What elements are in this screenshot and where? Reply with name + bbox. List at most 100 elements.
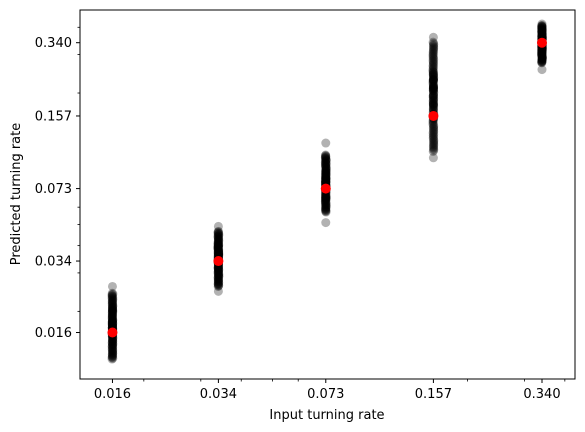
prediction-point	[321, 158, 331, 168]
prediction-point	[107, 353, 117, 363]
prediction-point	[107, 297, 117, 307]
prediction-point	[321, 201, 331, 211]
prediction-point	[321, 174, 331, 184]
prediction-point	[321, 150, 331, 160]
x-tick-label: 0.073	[307, 387, 344, 402]
prediction-point	[108, 289, 118, 299]
prediction-point	[320, 199, 330, 209]
prediction-point	[537, 52, 547, 62]
x-axis-ticks: 0.016 0.034 0.073 0.157 0.340	[94, 379, 566, 402]
prediction-point	[107, 307, 117, 317]
prediction-point	[321, 162, 331, 172]
prediction-point	[320, 195, 330, 205]
prediction-point	[107, 303, 117, 313]
prediction-point	[537, 49, 547, 59]
prediction-point	[320, 151, 330, 161]
prediction-point	[108, 298, 118, 308]
prediction-point	[537, 55, 547, 65]
prediction-point	[321, 194, 331, 204]
prediction-point	[537, 21, 547, 31]
prediction-point	[107, 293, 117, 303]
prediction-point	[321, 175, 331, 185]
prediction-point	[537, 57, 547, 67]
prediction-point	[321, 203, 331, 213]
prediction-point	[107, 317, 117, 327]
prediction-point	[108, 341, 118, 351]
prediction-point	[537, 45, 547, 55]
prediction-point	[213, 244, 223, 254]
prediction-point	[537, 56, 547, 66]
prediction-point	[107, 350, 117, 360]
prediction-point	[213, 273, 223, 283]
prediction-point	[213, 270, 223, 280]
prediction-point	[537, 48, 547, 58]
prediction-point	[107, 290, 117, 300]
prediction-point	[537, 47, 547, 57]
prediction-point	[321, 205, 331, 215]
prediction-point	[321, 173, 331, 183]
prediction-point	[321, 201, 331, 211]
prediction-point	[537, 45, 547, 55]
prediction-point	[108, 345, 118, 355]
prediction-point	[429, 42, 439, 52]
prediction-point	[214, 238, 224, 248]
prediction-point	[428, 103, 438, 113]
prediction-point	[107, 321, 117, 331]
prediction-point	[213, 266, 223, 276]
prediction-point	[321, 200, 331, 210]
prediction-point	[107, 299, 117, 309]
prediction-point	[428, 85, 438, 95]
prediction-point	[213, 241, 223, 251]
prediction-point	[107, 306, 117, 316]
prediction-point	[213, 242, 223, 252]
prediction-point	[214, 245, 224, 255]
prediction-point	[213, 279, 223, 289]
prediction-point	[213, 237, 223, 247]
prediction-point	[213, 245, 223, 255]
prediction-point	[428, 96, 438, 106]
prediction-point	[321, 194, 331, 204]
prediction-point	[214, 280, 224, 290]
prediction-point	[107, 314, 117, 324]
prediction-point	[213, 235, 223, 245]
prediction-point	[108, 348, 118, 358]
prediction-point	[428, 99, 438, 109]
prediction-point	[537, 24, 547, 34]
prediction-point	[428, 86, 438, 96]
prediction-point	[213, 229, 223, 239]
prediction-point	[107, 344, 117, 354]
prediction-point	[321, 174, 331, 184]
prediction-point	[108, 308, 118, 318]
prediction-point	[429, 95, 439, 105]
prediction-point	[321, 159, 331, 169]
prediction-point	[107, 316, 117, 326]
prediction-point	[321, 169, 331, 179]
prediction-point	[537, 50, 547, 60]
y-axis-ticks: 0.016 0.034 0.073 0.157 0.340	[35, 26, 80, 341]
prediction-point	[320, 197, 330, 207]
prediction-outlier	[321, 218, 331, 228]
prediction-point	[213, 281, 223, 291]
prediction-point	[428, 82, 438, 92]
prediction-point	[213, 273, 223, 283]
prediction-point	[537, 54, 547, 64]
prediction-point	[107, 313, 117, 323]
prediction-point	[321, 199, 331, 209]
prediction-point	[428, 37, 438, 47]
prediction-point	[107, 318, 117, 328]
prediction-point	[213, 264, 223, 274]
prediction-outlier	[213, 286, 223, 296]
prediction-point	[214, 271, 224, 281]
prediction-point	[213, 236, 223, 246]
prediction-point	[107, 311, 117, 321]
prediction-point	[537, 55, 547, 65]
prediction-point	[537, 57, 547, 67]
prediction-point	[428, 123, 438, 133]
prediction-point	[321, 193, 331, 203]
prediction-point	[429, 94, 439, 104]
prediction-outlier	[213, 221, 223, 231]
prediction-point	[321, 202, 331, 212]
prediction-point	[429, 126, 439, 136]
prediction-point	[107, 316, 117, 326]
prediction-point	[214, 248, 224, 258]
